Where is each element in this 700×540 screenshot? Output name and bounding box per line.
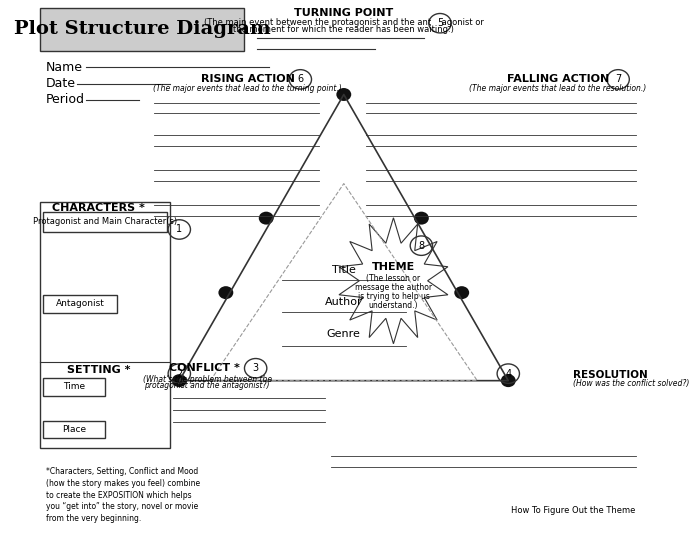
Text: FALLING ACTION: FALLING ACTION [507, 75, 609, 84]
Text: 2: 2 [176, 369, 183, 379]
Text: Name: Name [46, 61, 83, 74]
Text: How To Figure Out the Theme: How To Figure Out the Theme [511, 506, 636, 515]
Text: 8: 8 [419, 241, 424, 251]
Text: TURNING POINT: TURNING POINT [294, 9, 393, 18]
Text: Plot Structure Diagram: Plot Structure Diagram [14, 20, 270, 38]
Circle shape [500, 374, 516, 387]
Text: the moment for which the reader has been waiting.): the moment for which the reader has been… [233, 25, 454, 33]
Circle shape [172, 374, 187, 387]
Text: Genre: Genre [327, 329, 360, 339]
Bar [40, 202, 170, 448]
Text: Title: Title [332, 265, 356, 275]
Text: protagonist and the antagonist?): protagonist and the antagonist?) [144, 381, 270, 390]
Circle shape [259, 212, 274, 225]
Circle shape [454, 286, 469, 299]
Text: (The major events that lead to the resolution.): (The major events that lead to the resol… [469, 84, 647, 93]
Text: understand.): understand.) [369, 301, 418, 310]
Text: is trying to help us: is trying to help us [358, 292, 429, 301]
Text: RISING ACTION: RISING ACTION [201, 75, 295, 84]
Text: (What’s the problem between the: (What’s the problem between the [143, 375, 272, 383]
Text: Author: Author [325, 298, 363, 307]
Text: 3: 3 [253, 363, 259, 373]
Bar [43, 295, 117, 313]
Text: message the author: message the author [355, 283, 432, 292]
Text: 6: 6 [298, 75, 303, 84]
Text: (The lesson or: (The lesson or [366, 274, 421, 282]
Text: RESOLUTION: RESOLUTION [573, 370, 648, 380]
Text: 7: 7 [615, 75, 622, 84]
Bar [43, 378, 105, 396]
Text: SETTING *: SETTING * [67, 365, 130, 375]
Text: Antagonist: Antagonist [55, 300, 104, 308]
Circle shape [336, 88, 351, 101]
Polygon shape [339, 218, 448, 344]
Text: (How was the conflict solved?): (How was the conflict solved?) [573, 379, 690, 388]
FancyBboxPatch shape [40, 8, 244, 51]
Text: CHARACTERS *: CHARACTERS * [52, 203, 145, 213]
Text: (The major events that lead to the turning point.): (The major events that lead to the turni… [153, 84, 342, 93]
Text: Place: Place [62, 425, 86, 434]
Text: Period: Period [46, 93, 85, 106]
Text: 5: 5 [437, 18, 443, 28]
Text: THEME: THEME [372, 262, 415, 272]
Text: CONFLICT *: CONFLICT * [169, 363, 239, 373]
Text: Date: Date [46, 77, 76, 90]
Text: Time: Time [63, 382, 85, 391]
Circle shape [414, 212, 429, 225]
Text: *Characters, Setting, Conflict and Mood
(how the story makes you feel) combine
t: *Characters, Setting, Conflict and Mood … [46, 467, 200, 523]
Circle shape [218, 286, 233, 299]
Bar [43, 421, 105, 438]
Text: (The main event between the protagonist and the ant    agonist or: (The main event between the protagonist … [204, 18, 484, 27]
Bar [43, 212, 167, 232]
Text: Protagonist and Main Character(s): Protagonist and Main Character(s) [33, 218, 177, 226]
Text: 1: 1 [176, 225, 183, 234]
Text: 4: 4 [505, 369, 511, 379]
